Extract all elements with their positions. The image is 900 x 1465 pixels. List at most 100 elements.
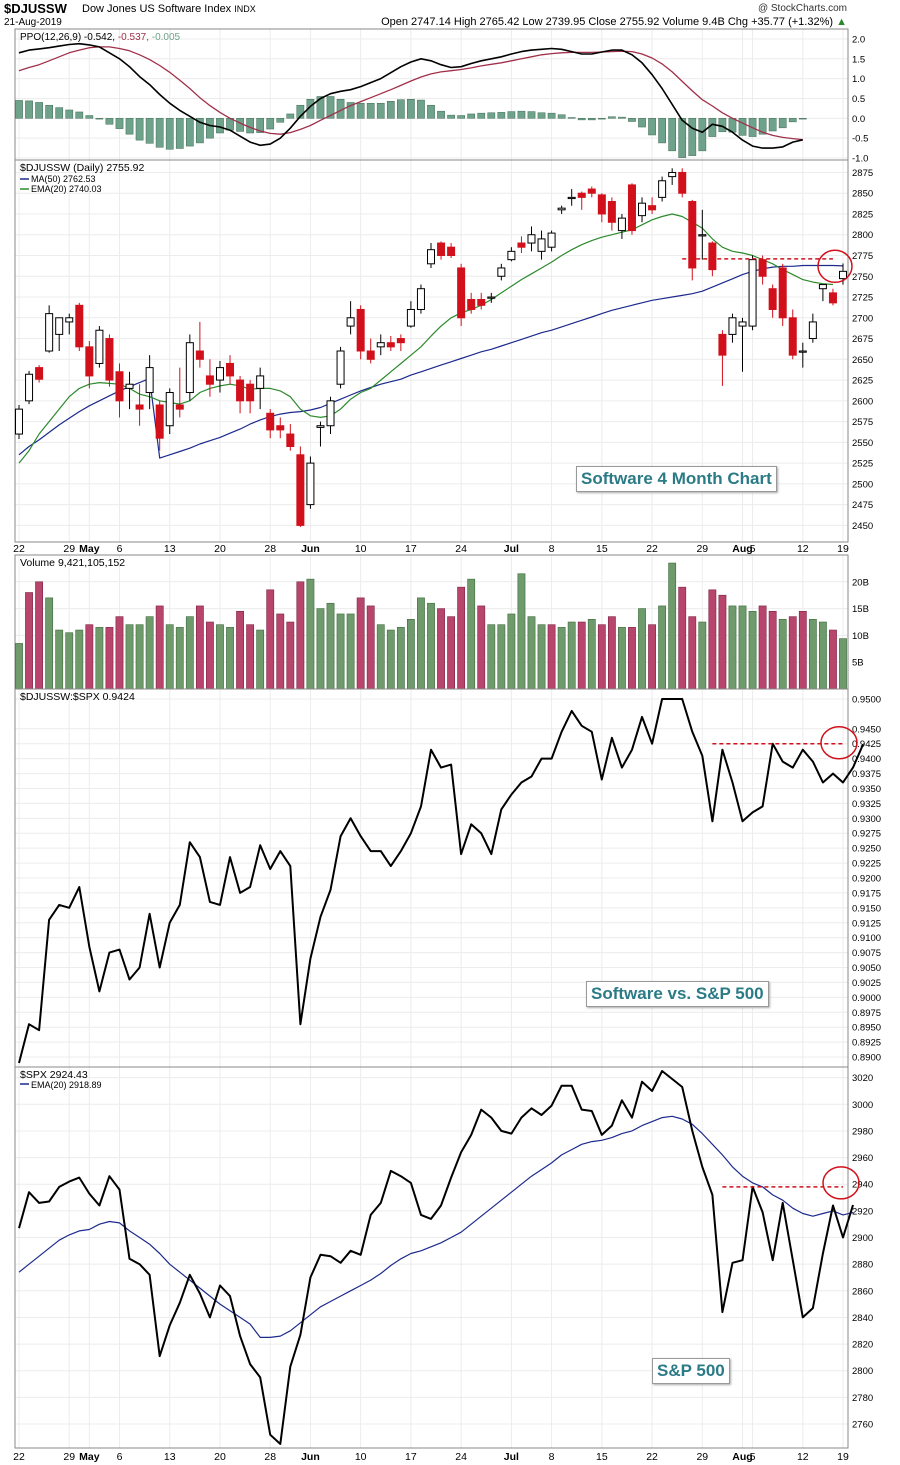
ppo-histogram-bar <box>788 118 797 123</box>
spx-ytick-label: 2920 <box>852 1206 873 1217</box>
volume-bar <box>306 578 315 690</box>
candle-body <box>195 350 204 360</box>
candle-body <box>85 346 94 377</box>
spx-ytick-label: 2760 <box>852 1420 873 1431</box>
x-axis-label: 22 <box>13 543 25 555</box>
volume-bar <box>326 602 335 690</box>
relative-ytick-label: 0.9000 <box>852 993 881 1004</box>
relative-ytick-label: 0.9200 <box>852 874 881 885</box>
price-ytick-label: 2850 <box>852 189 873 200</box>
x-axis-label: Jul <box>504 1451 519 1463</box>
volume-bar <box>567 621 576 690</box>
ppo-histogram-bar <box>517 110 526 119</box>
x-axis-label: 29 <box>696 543 708 555</box>
candle-body <box>155 404 164 439</box>
volume-bar <box>678 586 687 690</box>
candle-body <box>467 299 476 310</box>
candle-body <box>688 201 697 269</box>
volume-bar <box>829 629 837 690</box>
candle-body <box>718 333 727 356</box>
price-ytick-label: 2800 <box>852 230 873 241</box>
candle-body <box>45 313 54 352</box>
candle-body <box>648 205 657 211</box>
ppo-histogram-bar <box>778 118 787 129</box>
volume-bar <box>768 610 777 690</box>
volume-bar <box>85 624 94 690</box>
x-axis-label: 6 <box>117 1451 123 1463</box>
volume-bar <box>266 589 275 690</box>
volume-bar <box>427 602 435 690</box>
ppo-histogram-bar <box>798 118 807 120</box>
ppo-label-part: PPO(12,26,9) <box>20 32 84 43</box>
relative-ytick-label: 0.9300 <box>852 814 881 825</box>
candle-body <box>627 184 636 232</box>
volume-bar <box>175 627 184 690</box>
price-ytick-label: 2475 <box>852 500 873 511</box>
volume-bar <box>25 592 33 690</box>
x-axis-label: 29 <box>63 1451 75 1463</box>
spx-panel-frame <box>14 1066 849 1449</box>
relative-ytick-label: 0.8900 <box>852 1053 881 1064</box>
candle-body <box>567 196 576 200</box>
volume-bar <box>547 624 556 690</box>
candle-body <box>738 321 747 327</box>
x-axis-label: 13 <box>164 543 176 555</box>
price-ytick-label: 2650 <box>852 355 873 366</box>
ppo-histogram-bar <box>95 118 104 120</box>
volume-bar <box>467 578 476 690</box>
relative-ytick-label: 0.9150 <box>852 903 881 914</box>
spx-ytick-label: 2800 <box>852 1366 873 1377</box>
x-axis-label: 10 <box>355 1451 367 1463</box>
candle-body <box>788 317 797 356</box>
spx-ytick-label: 2880 <box>852 1260 873 1271</box>
x-axis-label: 17 <box>405 1451 417 1463</box>
candle-body <box>75 304 84 348</box>
candle-body <box>366 350 375 360</box>
volume-bar <box>236 610 244 690</box>
software-callout: Software 4 Month Chart <box>576 466 777 492</box>
price-ytick-label: 2625 <box>852 376 873 387</box>
spx-ema-legend: EMA(20) 2918.89 <box>31 1080 102 1090</box>
price-panel-label: $DJUSSW (Daily) 2755.92 <box>20 162 144 174</box>
volume-bar <box>95 627 104 690</box>
volume-bar <box>698 621 707 690</box>
ppo-histogram-bar <box>185 118 194 147</box>
volume-bar <box>618 627 626 690</box>
volume-bar <box>798 610 807 690</box>
ppo-histogram-bar <box>316 96 325 119</box>
spx-ytick-label: 2860 <box>852 1286 873 1297</box>
volume-bar <box>15 643 23 690</box>
x-axis-label: 28 <box>264 1451 276 1463</box>
volume-bar <box>276 613 285 690</box>
ppo-label-part: -0.542, <box>84 32 118 43</box>
volume-bar <box>296 581 305 690</box>
relative-ytick-label: 0.8950 <box>852 1023 881 1034</box>
price-ytick-label: 2675 <box>852 334 873 345</box>
volume-bar <box>477 605 486 690</box>
ppo-ytick-label: 0.5 <box>852 94 865 105</box>
ppo-histogram-bar <box>115 118 124 129</box>
price-ytick-label: 2525 <box>852 459 873 470</box>
x-axis-label: 5 <box>750 543 756 555</box>
volume-bar <box>718 594 727 690</box>
volume-bar <box>668 562 677 690</box>
candle-body <box>215 367 224 381</box>
volume-bar <box>728 605 737 690</box>
candle-body <box>638 202 647 217</box>
chart-symbol: $DJUSSW <box>4 1 67 16</box>
ppo-label-part: -0.537, <box>118 32 152 43</box>
candle-body <box>135 404 144 410</box>
relative-ytick-label: 0.9050 <box>852 963 881 974</box>
ppo-histogram-bar <box>768 118 777 132</box>
ppo-histogram-bar <box>467 113 476 119</box>
ppo-histogram-bar <box>738 118 747 136</box>
x-axis-label: Jun <box>301 1451 320 1463</box>
volume-bar <box>839 638 847 690</box>
volume-bar <box>206 621 214 690</box>
spx-ytick-label: 2900 <box>852 1233 873 1244</box>
x-axis-label: May <box>79 543 100 555</box>
candle-body <box>35 367 44 380</box>
candle-body <box>437 242 446 256</box>
relative-label: $DJUSSW:$SPX 0.9424 <box>20 691 135 703</box>
relative-ytick-label: 0.9175 <box>852 888 881 899</box>
